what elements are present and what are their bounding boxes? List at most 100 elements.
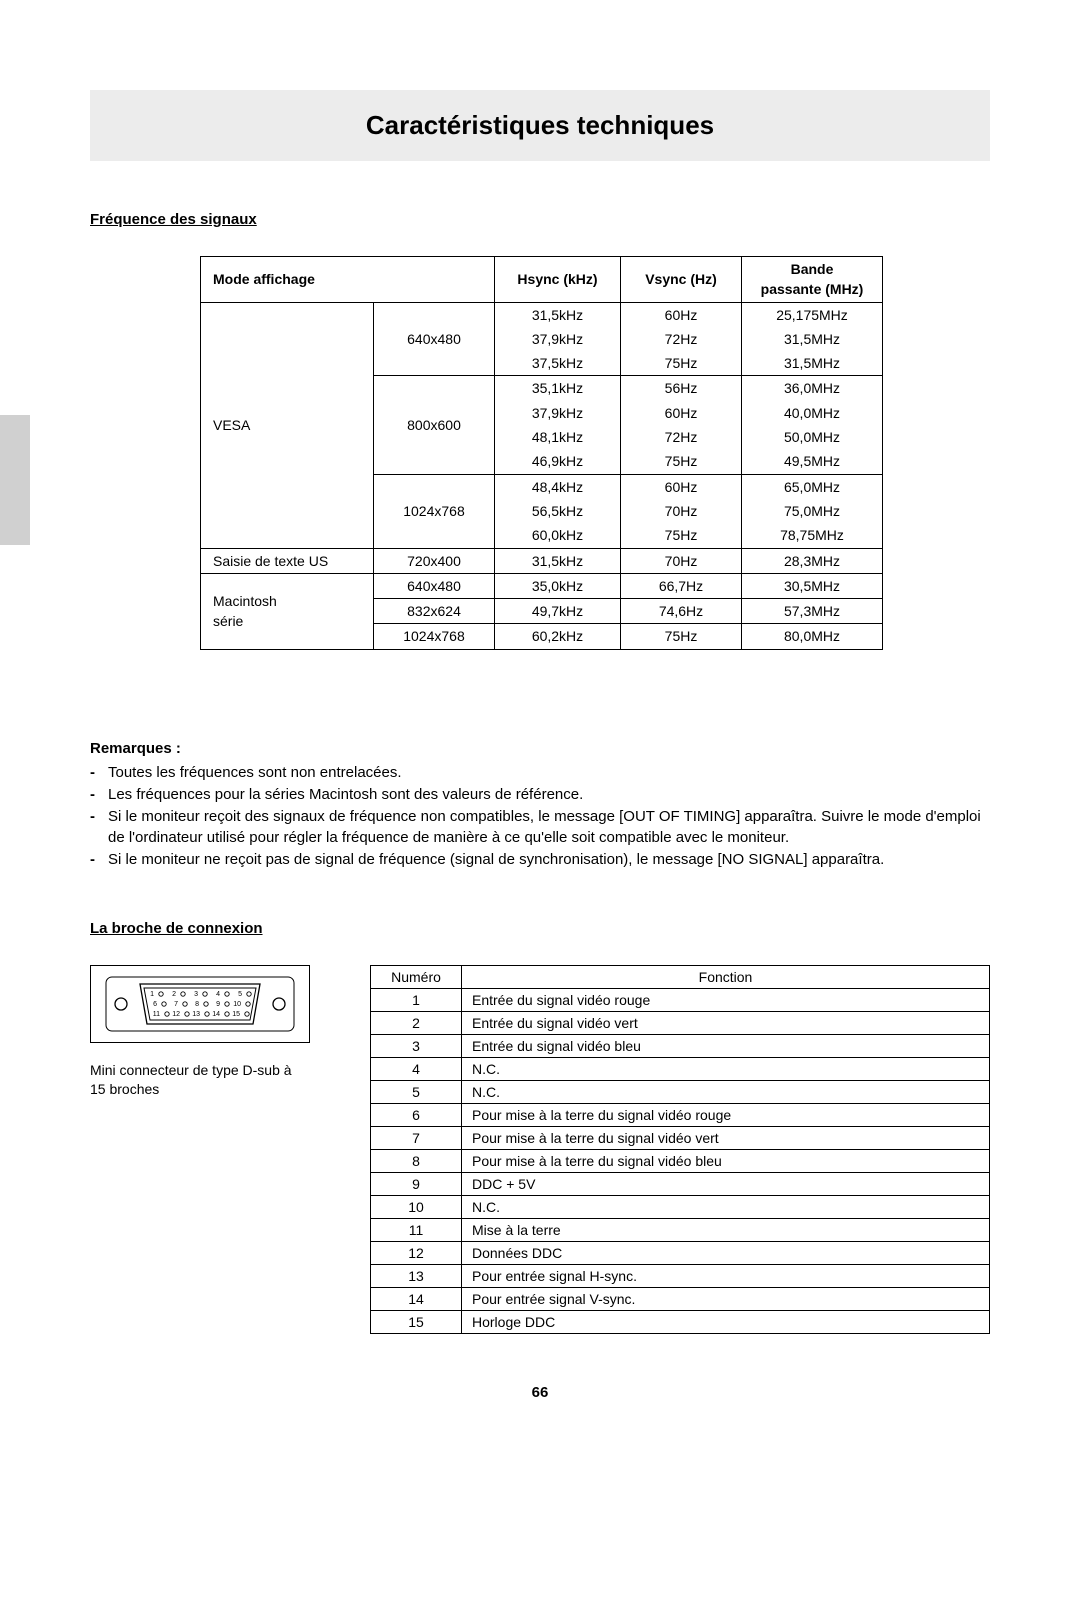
pin-table-header: Numéro Fonction xyxy=(371,966,990,989)
svg-text:4: 4 xyxy=(216,991,220,998)
notes-list: Toutes les fréquences sont non entrelacé… xyxy=(90,763,990,870)
page-number: 66 xyxy=(90,1384,990,1401)
pin-func-cell: Pour mise à la terre du signal vidéo rou… xyxy=(462,1104,990,1127)
bandwidth-cell: 31,5MHz xyxy=(742,327,883,351)
bandwidth-cell: 57,3MHz xyxy=(742,599,883,624)
connector-diagram: 123456789101112131415 xyxy=(90,965,310,1043)
vsync-cell: 75Hz xyxy=(621,523,742,548)
pin-num-cell: 12 xyxy=(371,1242,462,1265)
pin-func-cell: Pour mise à la terre du signal vidéo ble… xyxy=(462,1150,990,1173)
table-row: Saisie de texte US720x40031,5kHz70Hz28,3… xyxy=(201,548,883,573)
bandwidth-cell: 25,175MHz xyxy=(742,302,883,327)
hsync-cell: 37,9kHz xyxy=(495,401,621,425)
hsync-cell: 37,5kHz xyxy=(495,351,621,376)
col-hsync: Hsync (kHz) xyxy=(495,257,621,303)
pin-func-cell: Entrée du signal vidéo bleu xyxy=(462,1035,990,1058)
bandwidth-cell: 40,0MHz xyxy=(742,401,883,425)
svg-text:12: 12 xyxy=(172,1011,180,1018)
table-row: 15Horloge DDC xyxy=(371,1311,990,1334)
hsync-cell: 60,2kHz xyxy=(495,624,621,649)
svg-text:1: 1 xyxy=(150,991,154,998)
mode-cell: Macintoshsérie xyxy=(201,573,374,649)
vsync-cell: 72Hz xyxy=(621,327,742,351)
list-item: Si le moniteur reçoit des signaux de fré… xyxy=(90,807,990,848)
col-vsync: Vsync (Hz) xyxy=(621,257,742,303)
page-title: Caractéristiques techniques xyxy=(90,90,990,161)
bandwidth-cell: 31,5MHz xyxy=(742,351,883,376)
connector-caption: Mini connecteur de type D-sub à 15 broch… xyxy=(90,1061,310,1099)
pin-num-cell: 4 xyxy=(371,1058,462,1081)
pin-num-cell: 6 xyxy=(371,1104,462,1127)
pin-num-cell: 1 xyxy=(371,989,462,1012)
svg-text:10: 10 xyxy=(233,1001,241,1008)
mode-cell: VESA xyxy=(201,302,374,548)
vsync-cell: 56Hz xyxy=(621,376,742,401)
pin-func-cell: Pour entrée signal V-sync. xyxy=(462,1288,990,1311)
bandwidth-cell: 49,5MHz xyxy=(742,449,883,474)
svg-text:7: 7 xyxy=(174,1001,178,1008)
table-row: 10N.C. xyxy=(371,1196,990,1219)
table-row: 4N.C. xyxy=(371,1058,990,1081)
table-row: 13Pour entrée signal H-sync. xyxy=(371,1265,990,1288)
pin-func-cell: Pour mise à la terre du signal vidéo ver… xyxy=(462,1127,990,1150)
bandwidth-cell: 65,0MHz xyxy=(742,474,883,499)
bandwidth-cell: 80,0MHz xyxy=(742,624,883,649)
list-item: Si le moniteur ne reçoit pas de signal d… xyxy=(90,850,990,870)
resolution-cell: 640x480 xyxy=(374,302,495,376)
pin-num-cell: 3 xyxy=(371,1035,462,1058)
list-item: Les fréquences pour la séries Macintosh … xyxy=(90,785,990,805)
svg-text:15: 15 xyxy=(232,1011,240,1018)
resolution-cell: 1024x768 xyxy=(374,624,495,649)
pin-num-cell: 11 xyxy=(371,1219,462,1242)
connector-heading: La broche de connexion xyxy=(90,920,990,937)
col-mode: Mode affichage xyxy=(201,257,495,303)
bandwidth-cell: 78,75MHz xyxy=(742,523,883,548)
pin-func-cell: N.C. xyxy=(462,1058,990,1081)
resolution-cell: 640x480 xyxy=(374,573,495,598)
table-row: 9DDC + 5V xyxy=(371,1173,990,1196)
svg-text:14: 14 xyxy=(212,1011,220,1018)
notes-block: Remarques : Toutes les fréquences sont n… xyxy=(90,740,990,870)
hsync-cell: 31,5kHz xyxy=(495,548,621,573)
list-item: Toutes les fréquences sont non entrelacé… xyxy=(90,763,990,783)
table-header-row: Mode affichage Hsync (kHz) Vsync (Hz) Ba… xyxy=(201,257,883,303)
table-row: 2Entrée du signal vidéo vert xyxy=(371,1012,990,1035)
svg-text:9: 9 xyxy=(216,1001,220,1008)
resolution-cell: 1024x768 xyxy=(374,474,495,548)
vsync-cell: 75Hz xyxy=(621,624,742,649)
table-row: 14Pour entrée signal V-sync. xyxy=(371,1288,990,1311)
bandwidth-cell: 75,0MHz xyxy=(742,499,883,523)
hsync-cell: 37,9kHz xyxy=(495,327,621,351)
vsync-cell: 60Hz xyxy=(621,474,742,499)
pin-col-num: Numéro xyxy=(371,966,462,989)
pin-num-cell: 14 xyxy=(371,1288,462,1311)
vsync-cell: 70Hz xyxy=(621,548,742,573)
pin-num-cell: 2 xyxy=(371,1012,462,1035)
table-row: VESA640x48031,5kHz60Hz25,175MHz xyxy=(201,302,883,327)
pin-num-cell: 5 xyxy=(371,1081,462,1104)
side-tab xyxy=(0,415,30,545)
pin-func-cell: Entrée du signal vidéo vert xyxy=(462,1012,990,1035)
pin-num-cell: 15 xyxy=(371,1311,462,1334)
table-row: 3Entrée du signal vidéo bleu xyxy=(371,1035,990,1058)
notes-title: Remarques : xyxy=(90,740,990,757)
vsync-cell: 75Hz xyxy=(621,449,742,474)
svg-text:8: 8 xyxy=(195,1001,199,1008)
pin-num-cell: 8 xyxy=(371,1150,462,1173)
table-row: 6Pour mise à la terre du signal vidéo ro… xyxy=(371,1104,990,1127)
pin-num-cell: 9 xyxy=(371,1173,462,1196)
hsync-cell: 35,1kHz xyxy=(495,376,621,401)
table-row: 1Entrée du signal vidéo rouge xyxy=(371,989,990,1012)
hsync-cell: 60,0kHz xyxy=(495,523,621,548)
hsync-cell: 48,4kHz xyxy=(495,474,621,499)
resolution-cell: 832x624 xyxy=(374,599,495,624)
vsync-cell: 70Hz xyxy=(621,499,742,523)
bandwidth-cell: 30,5MHz xyxy=(742,573,883,598)
svg-text:2: 2 xyxy=(172,991,176,998)
pin-func-cell: Horloge DDC xyxy=(462,1311,990,1334)
svg-text:5: 5 xyxy=(238,991,242,998)
svg-text:11: 11 xyxy=(153,1011,160,1018)
table-row: 8Pour mise à la terre du signal vidéo bl… xyxy=(371,1150,990,1173)
pin-num-cell: 10 xyxy=(371,1196,462,1219)
bandwidth-cell: 28,3MHz xyxy=(742,548,883,573)
